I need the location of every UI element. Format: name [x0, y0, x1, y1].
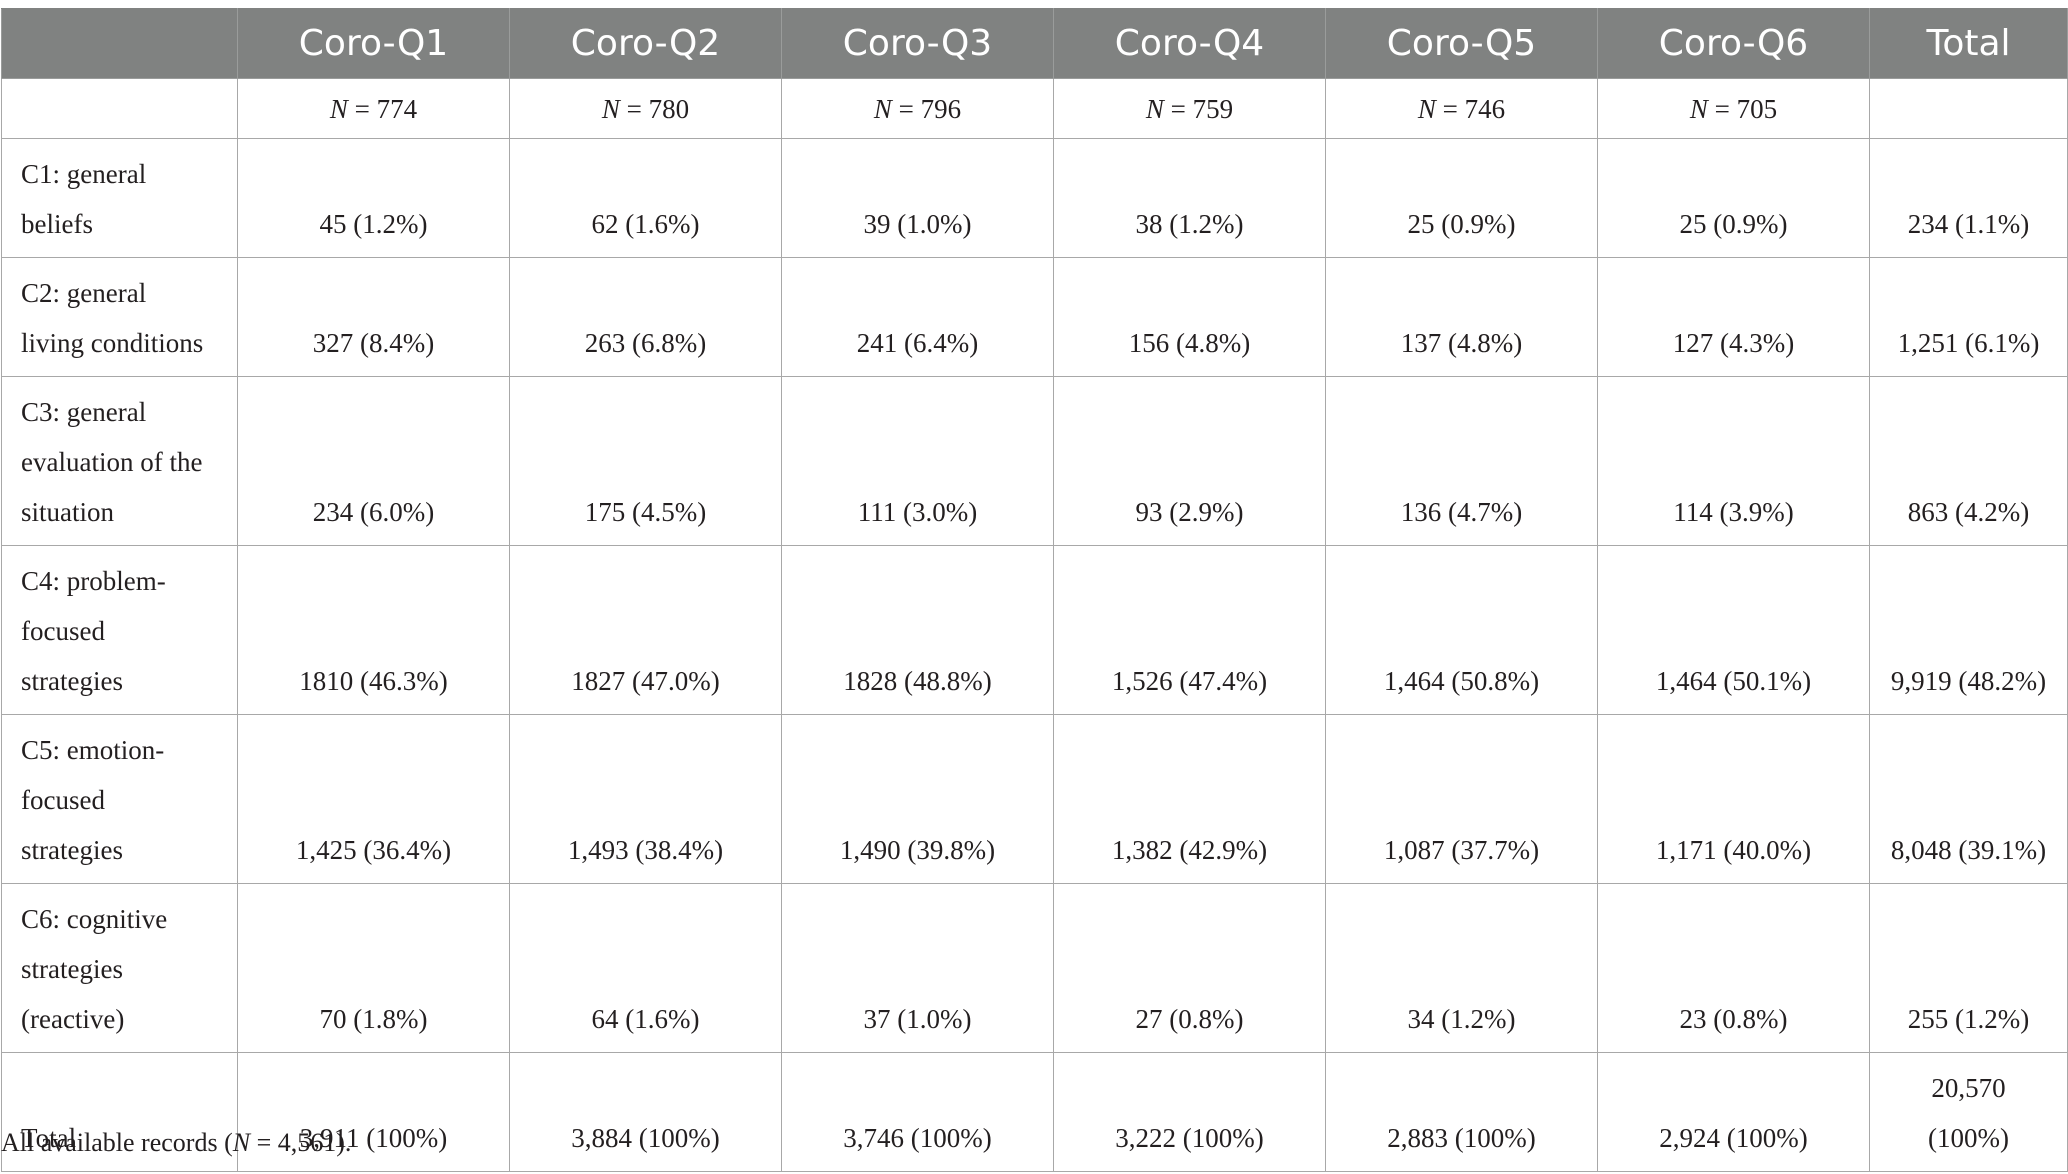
data-table: Coro-Q1 Coro-Q2 Coro-Q3 Coro-Q4 Coro-Q5 …	[1, 8, 2068, 1172]
table-cell: 27 (0.8%)	[1053, 883, 1326, 1053]
table-cell: 1,493 (38.4%)	[509, 714, 782, 884]
table-cell-total: 1,251 (6.1%)	[1869, 257, 2068, 377]
table-cell: 64 (1.6%)	[509, 883, 782, 1053]
table-cell: 1828 (48.8%)	[781, 545, 1054, 715]
table-cell: 25 (0.9%)	[1325, 138, 1598, 258]
row-label: C2: general living conditions	[1, 257, 238, 377]
row-label: C1: general beliefs	[1, 138, 238, 258]
table-cell: 127 (4.3%)	[1597, 257, 1870, 377]
table-cell: 1827 (47.0%)	[509, 545, 782, 715]
sample-size-cell: N = 774	[237, 78, 510, 139]
table-cell: 1,382 (42.9%)	[1053, 714, 1326, 884]
table-cell: 137 (4.8%)	[1325, 257, 1598, 377]
sample-size-row: N = 774 N = 780 N = 796 N = 759 N = 746 …	[1, 78, 2068, 139]
table-cell: 241 (6.4%)	[781, 257, 1054, 377]
row-label: C3: general evaluation of the situation	[1, 376, 238, 546]
table-row-c5: C5: emotion-focused strategies 1,425 (36.…	[1, 714, 2068, 884]
table-cell: 25 (0.9%)	[1597, 138, 1870, 258]
table-cell-total: 9,919 (48.2%)	[1869, 545, 2068, 715]
table-cell: 70 (1.8%)	[237, 883, 510, 1053]
row-label: C5: emotion-focused strategies	[1, 714, 238, 884]
table-cell: 62 (1.6%)	[509, 138, 782, 258]
table-cell: 327 (8.4%)	[237, 257, 510, 377]
table-footnote: All available records (N = 4,561).	[1, 1128, 352, 1157]
row-label: C4: problem-focused strategies	[1, 545, 238, 715]
header-cell-coro-q6: Coro-Q6	[1597, 8, 1870, 79]
table-cell: 136 (4.7%)	[1325, 376, 1598, 546]
sample-size-cell: N = 759	[1053, 78, 1326, 139]
table-cell: 2,924 (100%)	[1597, 1052, 1870, 1172]
table-cell: 1,171 (40.0%)	[1597, 714, 1870, 884]
header-cell-coro-q2: Coro-Q2	[509, 8, 782, 79]
grand-total-cell: 20,570 (100%)	[1869, 1052, 2068, 1172]
table-cell: 1810 (46.3%)	[237, 545, 510, 715]
row-label: C6: cognitive strategies (reactive)	[1, 883, 238, 1053]
header-cell-coro-q4: Coro-Q4	[1053, 8, 1326, 79]
sample-size-blank	[1, 78, 238, 139]
total-row: Total 3,911 (100%) 3,884 (100%) 3,746 (1…	[1, 1052, 2068, 1172]
table-row-c4: C4: problem-focused strategies 1810 (46.3…	[1, 545, 2068, 715]
table-row-c3: C3: general evaluation of the situation 23…	[1, 376, 2068, 546]
table-cell: 2,883 (100%)	[1325, 1052, 1598, 1172]
table-cell: 39 (1.0%)	[781, 138, 1054, 258]
header-row: Coro-Q1 Coro-Q2 Coro-Q3 Coro-Q4 Coro-Q5 …	[1, 8, 2068, 79]
sample-size-total-blank	[1869, 78, 2068, 139]
table-cell: 1,490 (39.8%)	[781, 714, 1054, 884]
table-cell: 37 (1.0%)	[781, 883, 1054, 1053]
table-cell: 156 (4.8%)	[1053, 257, 1326, 377]
table-cell: 263 (6.8%)	[509, 257, 782, 377]
sample-size-cell: N = 796	[781, 78, 1054, 139]
table-cell: 1,464 (50.1%)	[1597, 545, 1870, 715]
table-cell-total: 255 (1.2%)	[1869, 883, 2068, 1053]
table-cell: 3,746 (100%)	[781, 1052, 1054, 1172]
table-row-c6: C6: cognitive strategies (reactive) 70 (1.…	[1, 883, 2068, 1053]
table-cell-total: 863 (4.2%)	[1869, 376, 2068, 546]
header-cell-total: Total	[1869, 8, 2068, 79]
sample-size-cell: N = 746	[1325, 78, 1598, 139]
row-label-total: Total	[1, 1052, 238, 1172]
table-cell: 45 (1.2%)	[237, 138, 510, 258]
table-row-c1: C1: general beliefs 45 (1.2%) 62 (1.6%) 3…	[1, 138, 2068, 258]
header-cell-coro-q1: Coro-Q1	[237, 8, 510, 79]
table-cell: 1,087 (37.7%)	[1325, 714, 1598, 884]
header-cell-blank	[1, 8, 238, 79]
table-cell: 1,425 (36.4%)	[237, 714, 510, 884]
table-cell: 1,526 (47.4%)	[1053, 545, 1326, 715]
table-cell: 38 (1.2%)	[1053, 138, 1326, 258]
table-cell: 111 (3.0%)	[781, 376, 1054, 546]
table-row-c2: C2: general living conditions 327 (8.4%) …	[1, 257, 2068, 377]
table-cell: 175 (4.5%)	[509, 376, 782, 546]
sample-size-cell: N = 780	[509, 78, 782, 139]
header-cell-coro-q5: Coro-Q5	[1325, 8, 1598, 79]
table-cell: 93 (2.9%)	[1053, 376, 1326, 546]
table-cell-total: 234 (1.1%)	[1869, 138, 2068, 258]
table-cell: 23 (0.8%)	[1597, 883, 1870, 1053]
header-cell-coro-q3: Coro-Q3	[781, 8, 1054, 79]
table-cell: 34 (1.2%)	[1325, 883, 1598, 1053]
table-cell: 3,222 (100%)	[1053, 1052, 1326, 1172]
table-container: Coro-Q1 Coro-Q2 Coro-Q3 Coro-Q4 Coro-Q5 …	[0, 8, 2068, 1172]
table-cell: 234 (6.0%)	[237, 376, 510, 546]
table-cell: 3,911 (100%)	[237, 1052, 510, 1172]
table-cell: 114 (3.9%)	[1597, 376, 1870, 546]
table-cell: 3,884 (100%)	[509, 1052, 782, 1172]
sample-size-cell: N = 705	[1597, 78, 1870, 139]
table-cell-total: 8,048 (39.1%)	[1869, 714, 2068, 884]
table-cell: 1,464 (50.8%)	[1325, 545, 1598, 715]
